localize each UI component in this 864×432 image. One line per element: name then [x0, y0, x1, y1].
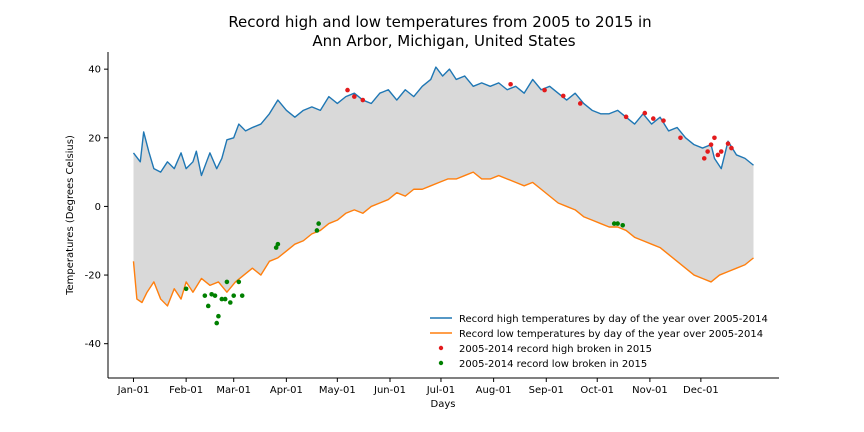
x-ticks: Jan-01 Feb-01 Mar-01 Apr-01 May-01 Jun-01 Jul-…: [117, 378, 719, 396]
y-tick-label: 20: [88, 133, 101, 144]
record-low-line: [132, 171, 754, 307]
record-high-broken-point: [650, 116, 656, 121]
y-ticks: -40 -20 0 20 40: [85, 65, 108, 350]
record-low-broken-point: [224, 279, 230, 285]
record-high-broken-point: [661, 118, 666, 123]
x-tick-label: Jul-01: [426, 385, 455, 396]
record-high-broken-point: [725, 141, 731, 146]
record-low-broken-point: [228, 300, 233, 305]
record-high-broken-point: [352, 94, 357, 99]
legend-high-broken-label: 2005-2014 record high broken in 2015: [459, 344, 652, 355]
record-low-broken-point: [202, 293, 208, 298]
y-tick-label: -20: [85, 271, 101, 282]
record-high-broken-point: [712, 135, 717, 141]
record-low-broken-point: [273, 245, 279, 250]
record-high-broken-point: [715, 152, 721, 158]
record-low-broken-point: [620, 222, 626, 228]
record-high-broken-point: [708, 142, 714, 147]
record-low-broken-point: [231, 293, 237, 298]
record-low-broken-point: [205, 303, 211, 309]
x-tick-label: Aug-01: [476, 385, 512, 396]
x-tick-label: Oct-01: [580, 385, 614, 396]
x-tick-label: Mar-01: [216, 385, 251, 396]
record-low-broken-point: [216, 313, 221, 319]
record-low-broken-point: [275, 241, 281, 247]
x-tick-label: Dec-01: [683, 385, 719, 396]
record-low-broken-point: [615, 221, 620, 226]
series-lines: [132, 66, 754, 307]
record-low-broken-point: [219, 296, 225, 302]
record-low-broken-point: [183, 286, 189, 292]
record-high-broken-point: [560, 93, 566, 99]
record-high-broken-point: [705, 149, 710, 154]
chart-title-line-1: Record high and low temperatures from 20…: [228, 13, 651, 31]
y-axis-label: Temperatures (Degrees Celsius): [65, 135, 76, 296]
record-high-broken-point: [542, 87, 547, 93]
record-high-broken-point: [718, 149, 724, 154]
x-tick-label: Feb-01: [169, 385, 203, 396]
y-tick-label: 40: [88, 65, 101, 76]
record-high-broken-point: [508, 81, 513, 87]
legend: Record high temperatures by day of the y…: [430, 314, 768, 370]
record-high-broken-point: [729, 145, 734, 151]
record-high-broken-point: [623, 114, 629, 120]
x-tick-label: Nov-01: [632, 385, 668, 396]
axes: [107, 52, 779, 379]
series-points: [183, 81, 734, 326]
y-tick-label: -40: [85, 339, 101, 350]
legend-low-broken-label: 2005-2014 record low broken in 2015: [459, 359, 647, 370]
x-tick-label: Apr-01: [270, 385, 303, 396]
record-low-broken-point: [212, 293, 218, 298]
record-high-broken-point: [701, 156, 707, 161]
record-low-broken-point: [222, 296, 228, 302]
chart-title-line-2: Ann Arbor, Michigan, United States: [312, 32, 575, 50]
record-high-broken-point: [642, 110, 648, 116]
x-tick-label: Jun-01: [373, 385, 406, 396]
record-low-broken-point: [239, 293, 245, 298]
record-high-broken-point: [345, 87, 350, 93]
x-axis-label: Days: [431, 399, 456, 410]
legend-low-line-label: Record low temperatures by day of the ye…: [459, 329, 763, 340]
record-high-broken-point: [360, 97, 366, 103]
record-low-broken-point: [236, 279, 242, 285]
x-tick-label: May-01: [319, 385, 356, 396]
high-low-fill: [133, 67, 754, 306]
legend-high-line-label: Record high temperatures by day of the y…: [459, 314, 768, 325]
y-tick-label: 0: [95, 202, 101, 213]
x-tick-label: Sep-01: [529, 385, 564, 396]
record-low-broken-point: [214, 320, 220, 326]
legend-high-broken-marker: [438, 345, 444, 351]
record-low-broken-point: [316, 221, 321, 226]
record-low-broken-point: [611, 221, 617, 226]
record-low-broken-point: [314, 228, 320, 233]
record-high-broken-point: [678, 135, 683, 141]
fill-between-area: [133, 67, 754, 306]
x-tick-label: Jan-01: [117, 385, 150, 396]
record-high-broken-point: [577, 101, 583, 106]
legend-low-broken-marker: [438, 360, 444, 366]
record-high-line: [132, 66, 754, 177]
